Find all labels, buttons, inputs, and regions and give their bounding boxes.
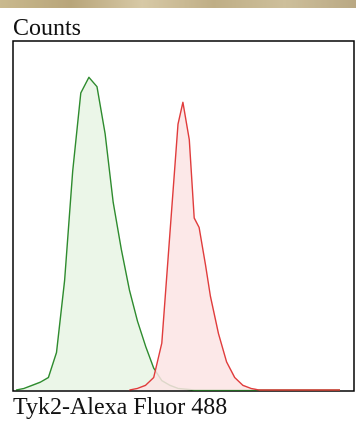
plot-frame <box>12 40 355 392</box>
series-2-area <box>129 102 340 391</box>
x-axis-label: Tyk2-Alexa Fluor 488 <box>13 394 228 420</box>
series-layer <box>15 76 340 391</box>
series-2-line <box>129 101 340 391</box>
y-axis-label: Counts <box>13 15 82 41</box>
top-strip <box>0 0 356 8</box>
series-1-area <box>16 77 340 391</box>
